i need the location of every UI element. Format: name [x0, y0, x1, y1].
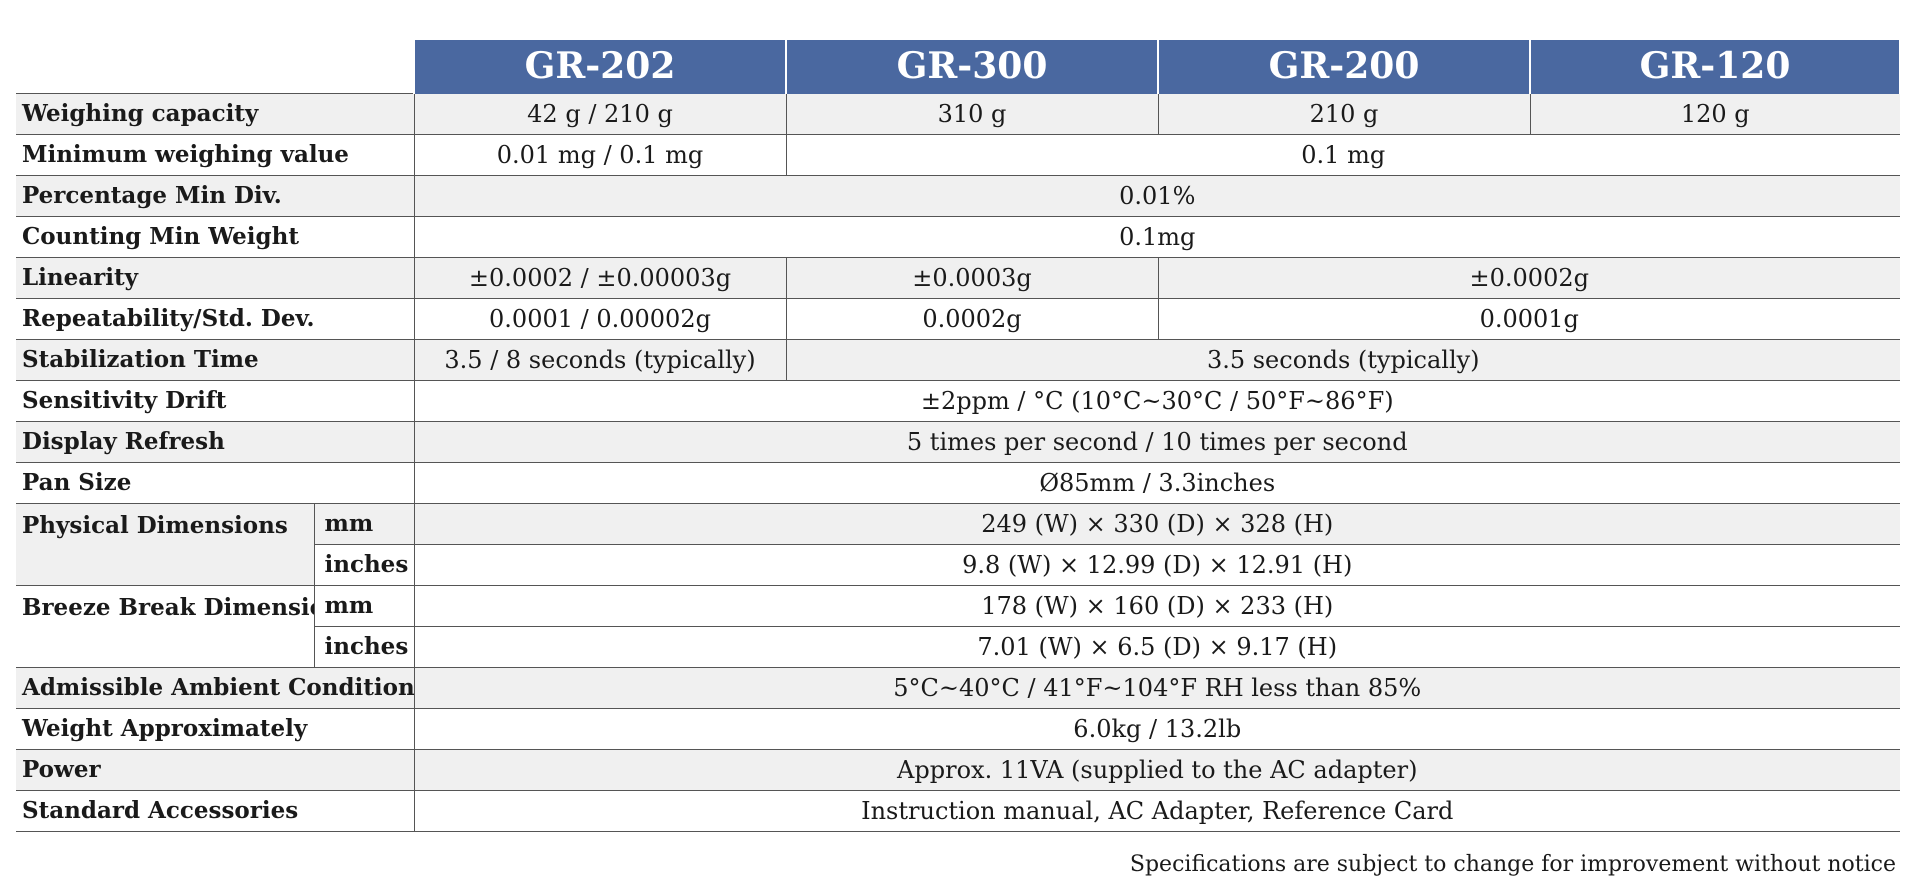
row-label: Repeatability/Std. Dev. [16, 298, 415, 340]
row-label: Display Refresh [16, 421, 415, 463]
row-label: Power [16, 749, 415, 791]
row-linearity: Linearity ±0.0002 / ±0.00003g ±0.0003g ±… [16, 257, 1900, 299]
cell-gr-300-to-gr-120: 3.5 seconds (typically) [786, 339, 1900, 381]
model-header-gr-120: GR-120 [1529, 40, 1901, 94]
row-sensitivity-drift: Sensitivity Drift ±2ppm / °C (10°C~30°C … [16, 380, 1900, 422]
row-label: Pan Size [16, 462, 415, 504]
cell-all-models: 7.01 (W) × 6.5 (D) × 9.17 (H) [414, 626, 1900, 668]
spec-table: GR-202 GR-300 GR-200 GR-120 Weighing cap… [16, 40, 1901, 832]
cell-all-models: 9.8 (W) × 12.99 (D) × 12.91 (H) [414, 544, 1900, 586]
row-label: Stabilization Time [16, 339, 415, 381]
cell-gr-202: 42 g / 210 g [414, 93, 787, 135]
unit-label-inches: inches [313, 626, 415, 668]
row-weight-approximately: Weight Approximately 6.0kg / 13.2lb [16, 708, 1900, 750]
cell-gr-200-gr-120: 0.0001g [1158, 298, 1900, 340]
cell-all-models: Ø85mm / 3.3inches [414, 462, 1900, 504]
row-label-physical-dimensions: Physical Dimensions [16, 503, 315, 586]
row-label: Linearity [16, 257, 415, 299]
cell-gr-202: ±0.0002 / ±0.00003g [414, 257, 787, 299]
row-weighing-capacity: Weighing capacity 42 g / 210 g 310 g 210… [16, 93, 1900, 135]
row-power: Power Approx. 11VA (supplied to the AC a… [16, 749, 1900, 791]
cell-gr-300: 310 g [786, 93, 1159, 135]
row-label: Counting Min Weight [16, 216, 415, 258]
row-label: Admissible Ambient Conditions [16, 667, 415, 709]
cell-all-models: 5°C~40°C / 41°F~104°F RH less than 85% [414, 667, 1900, 709]
cell-all-models: Approx. 11VA (supplied to the AC adapter… [414, 749, 1900, 791]
cell-gr-120: 120 g [1530, 93, 1900, 135]
unit-label-inches: inches [313, 544, 415, 586]
cell-all-models: 6.0kg / 13.2lb [414, 708, 1900, 750]
row-display-refresh: Display Refresh 5 times per second / 10 … [16, 421, 1900, 463]
row-pan-size: Pan Size Ø85mm / 3.3inches [16, 462, 1900, 504]
header-corner [16, 40, 414, 94]
cell-gr-300: ±0.0003g [786, 257, 1159, 299]
row-counting-min-weight: Counting Min Weight 0.1mg [16, 216, 1900, 258]
model-header-gr-200: GR-200 [1157, 40, 1531, 94]
row-stabilization-time: Stabilization Time 3.5 / 8 seconds (typi… [16, 339, 1900, 381]
row-breeze-break-dimensions-mm: Breeze Break Dimensions mm 178 (W) × 160… [16, 585, 1900, 668]
cell-all-models: ±2ppm / °C (10°C~30°C / 50°F~86°F) [414, 380, 1900, 422]
cell-gr-200: 210 g [1158, 93, 1531, 135]
spec-sheet: GR-202 GR-300 GR-200 GR-120 Weighing cap… [16, 40, 1901, 832]
cell-all-models: 0.01% [414, 175, 1900, 217]
row-repeatability: Repeatability/Std. Dev. 0.0001 / 0.00002… [16, 298, 1900, 340]
cell-all-models: 178 (W) × 160 (D) × 233 (H) [414, 585, 1900, 627]
row-physical-dimensions-mm: Physical Dimensions mm 249 (W) × 330 (D)… [16, 503, 1900, 586]
row-label: Weighing capacity [16, 93, 415, 135]
row-physical-dimensions-inches: inches 9.8 (W) × 12.99 (D) × 12.91 (H) [16, 544, 1900, 586]
cell-all-models: Instruction manual, AC Adapter, Referenc… [414, 790, 1900, 832]
row-breeze-break-dimensions-inches: inches 7.01 (W) × 6.5 (D) × 9.17 (H) [16, 626, 1900, 668]
row-standard-accessories: Standard Accessories Instruction manual,… [16, 790, 1900, 832]
disclaimer-note: Specifications are subject to change for… [1129, 852, 1896, 877]
unit-label-mm: mm [313, 503, 415, 545]
cell-gr-202: 3.5 / 8 seconds (typically) [414, 339, 787, 381]
cell-gr-300: 0.0002g [786, 298, 1159, 340]
row-label: Minimum weighing value [16, 134, 415, 176]
row-label: Percentage Min Div. [16, 175, 415, 217]
row-label-breeze-break-dimensions: Breeze Break Dimensions [16, 585, 315, 668]
row-label: Standard Accessories [16, 790, 415, 832]
model-header-gr-300: GR-300 [785, 40, 1159, 94]
row-percentage-min-div: Percentage Min Div. 0.01% [16, 175, 1900, 217]
cell-all-models: 249 (W) × 330 (D) × 328 (H) [414, 503, 1900, 545]
cell-gr-202: 0.0001 / 0.00002g [414, 298, 787, 340]
row-minimum-weighing-value: Minimum weighing value 0.01 mg / 0.1 mg … [16, 134, 1900, 176]
model-header-row: GR-202 GR-300 GR-200 GR-120 [16, 40, 1901, 94]
row-label: Weight Approximately [16, 708, 415, 750]
cell-gr-300-to-gr-120: 0.1 mg [786, 134, 1900, 176]
model-header-gr-202: GR-202 [413, 40, 787, 94]
row-label: Sensitivity Drift [16, 380, 415, 422]
cell-all-models: 0.1mg [414, 216, 1900, 258]
cell-all-models: 5 times per second / 10 times per second [414, 421, 1900, 463]
row-admissible-ambient-conditions: Admissible Ambient Conditions 5°C~40°C /… [16, 667, 1900, 709]
cell-gr-200-gr-120: ±0.0002g [1158, 257, 1900, 299]
cell-gr-202: 0.01 mg / 0.1 mg [414, 134, 787, 176]
unit-label-mm: mm [313, 585, 415, 627]
